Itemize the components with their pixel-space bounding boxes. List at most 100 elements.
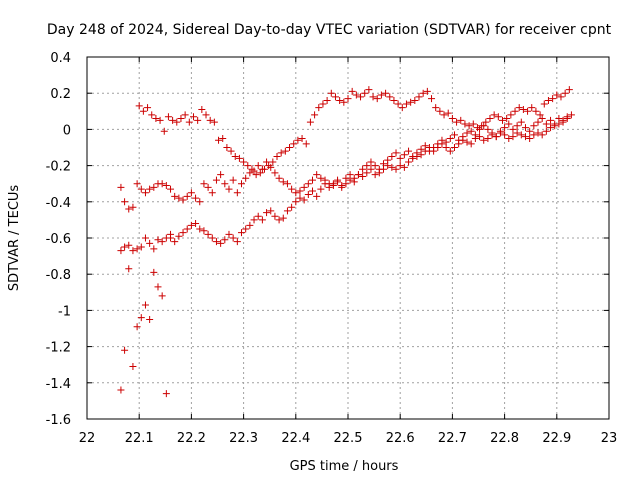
data-point bbox=[542, 120, 550, 128]
data-point bbox=[526, 134, 534, 142]
data-point bbox=[409, 153, 417, 161]
data-point bbox=[300, 196, 308, 204]
y-tick-label: -1 bbox=[58, 304, 71, 319]
data-point bbox=[181, 111, 189, 119]
data-point bbox=[484, 125, 492, 133]
data-point bbox=[133, 180, 141, 188]
data-point bbox=[221, 236, 229, 244]
data-point bbox=[269, 158, 277, 166]
data-point bbox=[208, 189, 216, 197]
data-point bbox=[547, 124, 555, 132]
data-point bbox=[567, 111, 575, 119]
data-point bbox=[448, 115, 456, 123]
data-point bbox=[129, 247, 137, 255]
data-point bbox=[315, 104, 323, 112]
data-point bbox=[139, 107, 147, 115]
data-point bbox=[121, 198, 129, 206]
y-tick-label: -0.4 bbox=[46, 196, 71, 211]
data-point bbox=[517, 131, 525, 139]
data-point bbox=[275, 216, 283, 224]
data-point bbox=[434, 140, 442, 148]
data-point bbox=[225, 230, 233, 238]
data-point bbox=[528, 104, 536, 112]
plot-frame bbox=[86, 56, 610, 420]
data-point bbox=[162, 390, 170, 398]
series-track-a bbox=[117, 111, 575, 213]
data-point bbox=[167, 234, 175, 242]
x-tick-label: 22.5 bbox=[334, 431, 363, 446]
data-point bbox=[405, 147, 413, 155]
data-point bbox=[463, 129, 471, 137]
data-point bbox=[256, 169, 264, 177]
data-point bbox=[421, 142, 429, 150]
data-point bbox=[557, 93, 565, 101]
data-point bbox=[246, 169, 254, 177]
data-point bbox=[359, 172, 367, 180]
data-point bbox=[279, 178, 287, 186]
y-tick-labels: 0.4 0.2 0 -0.2 -0.4 -0.6 -0.8 -1 -1.2 -1.4 -1.6 bbox=[46, 51, 71, 428]
data-point bbox=[396, 162, 404, 170]
data-point bbox=[386, 93, 394, 101]
data-point bbox=[273, 153, 281, 161]
data-point bbox=[313, 192, 321, 200]
data-point bbox=[283, 180, 291, 188]
data-point bbox=[371, 171, 379, 179]
data-point bbox=[167, 185, 175, 193]
data-point bbox=[246, 221, 254, 229]
data-point bbox=[327, 89, 335, 97]
data-point bbox=[371, 162, 379, 170]
data-point bbox=[319, 100, 327, 108]
data-point bbox=[290, 140, 298, 148]
data-point bbox=[294, 136, 302, 144]
data-point bbox=[553, 91, 561, 99]
data-point bbox=[513, 129, 521, 137]
data-point bbox=[317, 185, 325, 193]
data-point bbox=[544, 96, 552, 104]
data-point bbox=[547, 116, 555, 124]
data-point bbox=[515, 104, 523, 112]
data-point bbox=[217, 239, 225, 247]
data-point bbox=[158, 180, 166, 188]
chart-title: Day 248 of 2024, Sidereal Day-to-day VTE… bbox=[47, 22, 612, 38]
data-point bbox=[480, 136, 488, 144]
data-point bbox=[352, 91, 360, 99]
data-point bbox=[363, 169, 371, 177]
data-point bbox=[390, 96, 398, 104]
data-point bbox=[192, 194, 200, 202]
data-point bbox=[367, 165, 375, 173]
data-point bbox=[428, 95, 436, 103]
data-point bbox=[141, 234, 149, 242]
data-point bbox=[298, 134, 306, 142]
data-point bbox=[260, 165, 268, 173]
data-point bbox=[171, 238, 179, 246]
data-point bbox=[521, 124, 529, 132]
data-point bbox=[148, 111, 156, 119]
y-tick-label: 0 bbox=[63, 123, 71, 138]
x-tick-label: 22.6 bbox=[386, 431, 415, 446]
data-point bbox=[415, 93, 423, 101]
data-point bbox=[129, 203, 137, 211]
data-point bbox=[407, 98, 415, 106]
data-point bbox=[444, 109, 452, 117]
data-point bbox=[373, 95, 381, 103]
data-point bbox=[121, 346, 129, 354]
data-point bbox=[388, 153, 396, 161]
data-point bbox=[534, 129, 542, 137]
data-point bbox=[281, 147, 289, 155]
data-point bbox=[292, 189, 300, 197]
data-point bbox=[233, 189, 241, 197]
data-point bbox=[306, 118, 314, 126]
data-point bbox=[183, 225, 191, 233]
y-tick-label: -0.2 bbox=[46, 160, 71, 175]
x-tick-label: 22 bbox=[79, 431, 96, 446]
data-point bbox=[240, 158, 248, 166]
data-point bbox=[125, 265, 133, 273]
y-tick-label: 0.4 bbox=[50, 51, 71, 66]
data-point bbox=[405, 158, 413, 166]
data-point bbox=[505, 134, 513, 142]
data-point bbox=[156, 116, 164, 124]
data-point bbox=[309, 176, 317, 184]
y-tick-label: 0.2 bbox=[50, 87, 71, 102]
data-point bbox=[509, 125, 517, 133]
data-point bbox=[204, 183, 212, 191]
